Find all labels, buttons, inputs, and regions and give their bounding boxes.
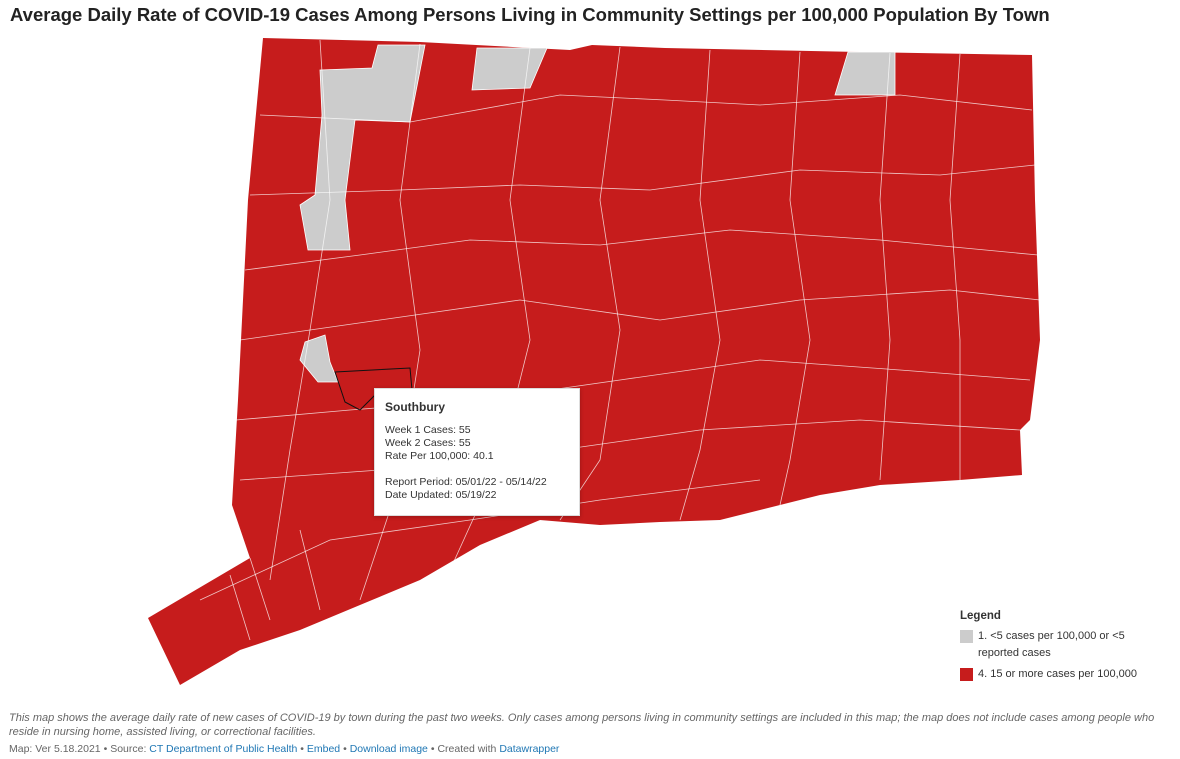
tooltip-line: Week 2 Cases: 55	[385, 437, 471, 449]
tooltip-line: Report Period: 05/01/22 - 05/14/22	[385, 476, 547, 488]
tooltip-line: Rate Per 100,000: 40.1	[385, 450, 494, 462]
tooltip-line: Date Updated: 05/19/22	[385, 489, 497, 501]
map	[148, 38, 1041, 685]
source-label: Source:	[110, 743, 147, 755]
separator: •	[103, 743, 108, 755]
legend: Legend 1. <5 cases per 100,000 or <5 rep…	[952, 604, 1168, 693]
legend-item: 4. 15 or more cases per 100,000	[960, 666, 1160, 683]
version: Map: Ver 5.18.2021	[9, 743, 101, 755]
separator: •	[300, 743, 304, 755]
source-link[interactable]: CT Department of Public Health	[149, 743, 298, 755]
town-border	[679, 49, 721, 521]
legend-label: 1. <5 cases per 100,000 or <5 reported c…	[978, 630, 1125, 659]
embed-link[interactable]: Embed	[306, 743, 341, 755]
legend-label: 4. 15 or more cases per 100,000	[978, 668, 1137, 680]
town-border	[249, 164, 1036, 196]
tooltip-line: Week 1 Cases: 55	[385, 424, 471, 436]
legend-item: 1. <5 cases per 100,000 or <5 reported c…	[960, 628, 1160, 662]
town-border	[199, 479, 761, 601]
title: Average Daily Rate of COVID-19 Cases Amo…	[10, 4, 1050, 25]
town-border	[559, 46, 621, 521]
town-border	[239, 419, 1021, 481]
town-border	[229, 529, 321, 641]
town-border	[244, 229, 1039, 271]
tooltip: Southbury Week 1 Cases: 55 Week 2 Cases:…	[374, 388, 580, 516]
town-border	[359, 43, 421, 601]
town-border	[239, 289, 1041, 341]
download-link[interactable]: Download image	[349, 743, 428, 755]
town-border	[949, 53, 961, 480]
tool-link[interactable]: Datawrapper	[499, 743, 560, 755]
separator: •	[430, 743, 435, 755]
spacer	[385, 463, 569, 476]
note: This map shows the average daily rate of…	[9, 712, 1155, 738]
state-area	[148, 38, 1040, 685]
town-border	[779, 51, 811, 506]
town-borders	[199, 39, 1041, 641]
separator: •	[343, 743, 347, 755]
legend-swatch	[960, 630, 973, 643]
town-border	[235, 359, 1031, 421]
town-border	[879, 52, 891, 481]
legend-title: Legend	[960, 610, 1001, 622]
town-area	[299, 44, 426, 251]
footer: Map: Ver 5.18.2021 • Source: CT Departme…	[9, 743, 559, 755]
town-border	[269, 39, 331, 581]
created-with: Created with	[437, 743, 497, 755]
tooltip-town: Southbury	[385, 400, 445, 414]
legend-swatch	[960, 668, 973, 681]
